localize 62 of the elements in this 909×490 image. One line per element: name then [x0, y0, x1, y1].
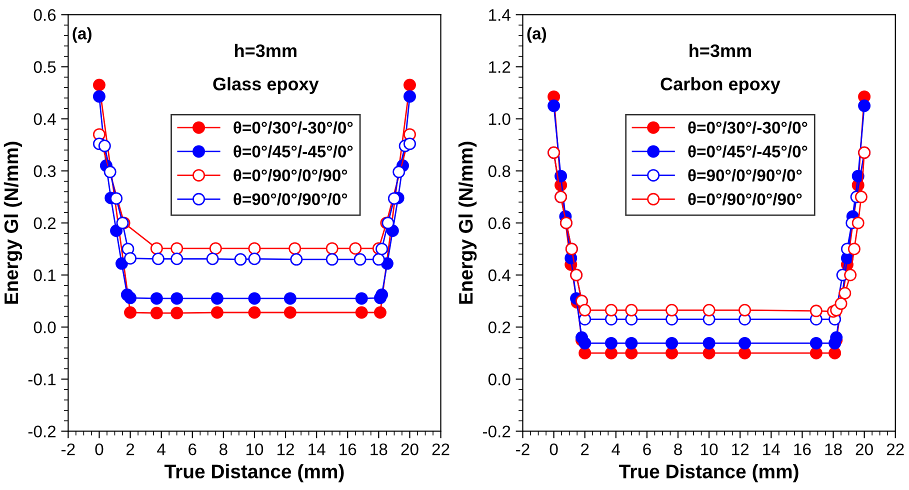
- x-tick-label: 20: [856, 443, 873, 456]
- y-tick-label: 0.1: [34, 269, 56, 282]
- x-tick-label: 14: [763, 444, 780, 456]
- annotation: Glass epoxy: [213, 77, 319, 94]
- legend-label: θ=90°/0°/90°/0°: [688, 169, 802, 182]
- y-tick-label: -0.2: [28, 426, 56, 438]
- y-tick-label: 0.0: [488, 374, 510, 386]
- x-tick-label: 6: [188, 443, 196, 456]
- x-tick-label: 20: [401, 443, 418, 456]
- y-tick-label: -0.1: [28, 374, 56, 386]
- y-tick-label: 0.8: [488, 165, 510, 178]
- y-tick-label: 0.0: [34, 321, 56, 334]
- annotation: (a): [527, 27, 546, 43]
- x-tick-label: 16: [340, 443, 356, 456]
- y-tick-label: 0.2: [488, 321, 510, 334]
- y-tick-label: 1.0: [489, 113, 510, 126]
- y-tick-label: 1.4: [489, 9, 510, 21]
- annotation: h=3mm: [235, 44, 296, 58]
- x-tick-label: 22: [886, 443, 904, 456]
- x-tick-label: 10: [246, 443, 264, 456]
- y-tick-label: 0.6: [34, 9, 56, 21]
- x-tick-label: 18: [370, 443, 388, 456]
- legend-label: θ=0°/90°/0°/90°: [234, 169, 348, 182]
- x-tick-label: 10: [701, 443, 718, 456]
- legend-label: θ=0°/30°/-30°/0°: [234, 121, 353, 134]
- y-tick-label: 0.5: [34, 61, 56, 73]
- y-axis-title: Energy Gl (N/mm): [4, 142, 22, 304]
- x-tick-label: 2: [126, 443, 134, 456]
- legend-label: θ=0°/30°/-30°/0°: [688, 121, 808, 134]
- y-tick-label: 1.2: [489, 61, 510, 73]
- y-tick-label: 0.2: [34, 217, 56, 230]
- legend-label: θ=0°/45°/-45°/0°: [234, 145, 353, 158]
- x-tick-label: -2: [516, 443, 530, 456]
- x-tick-label: 18: [825, 443, 842, 456]
- legend-label: θ=0°/45°/-45°/0°: [688, 145, 808, 158]
- x-tick-label: 0: [95, 443, 104, 456]
- y-tick-label: 0.4: [488, 269, 510, 282]
- x-tick-label: -2: [62, 443, 75, 456]
- legend-label: θ=90°/0°/90°/0°: [234, 192, 348, 206]
- x-axis-title: True Distance (mm): [619, 464, 798, 482]
- x-tick-label: 6: [643, 443, 651, 456]
- x-tick-label: 0: [550, 443, 558, 456]
- x-tick-label: 2: [581, 443, 589, 456]
- y-tick-label: -0.2: [482, 426, 510, 438]
- y-tick-label: 0.4: [34, 113, 56, 126]
- x-tick-label: 14: [308, 444, 326, 456]
- y-tick-label: 0.6: [488, 217, 510, 230]
- x-tick-label: 12: [278, 443, 294, 456]
- annotation: h=3mm: [690, 44, 751, 58]
- annotation: Carbon epoxy: [660, 77, 780, 94]
- y-axis-title: Energy Gl (N/mm): [458, 142, 477, 304]
- x-tick-label: 16: [794, 443, 811, 456]
- x-tick-label: 22: [432, 443, 450, 456]
- annotation: (a): [72, 27, 92, 43]
- x-tick-label: 8: [674, 443, 682, 456]
- x-tick-label: 12: [732, 443, 749, 456]
- x-tick-label: 4: [157, 444, 166, 456]
- y-tick-label: 0.3: [34, 165, 56, 178]
- x-tick-label: 8: [220, 443, 228, 456]
- legend-label: θ=0°/90°/0°/90°: [688, 192, 802, 206]
- x-axis-title: True Distance (mm): [164, 464, 344, 482]
- x-tick-label: 4: [612, 444, 620, 456]
